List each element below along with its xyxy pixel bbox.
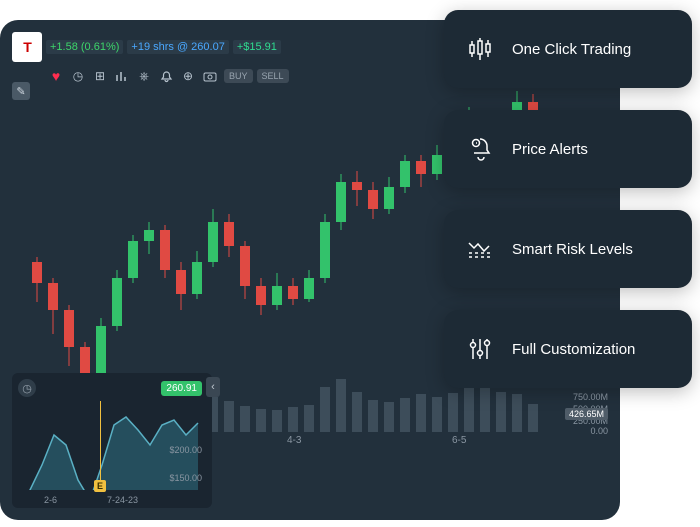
volume-axis-label: 0.00 <box>590 426 608 436</box>
candles-icon <box>466 35 494 63</box>
event-marker-icon[interactable]: E <box>94 480 106 492</box>
volume-bar <box>224 401 234 432</box>
mini-chart[interactable]: ◷ ‹ 260.91 $200.00$150.00 2-67-24-23 E <box>12 373 212 508</box>
collapse-icon[interactable]: ‹ <box>206 377 220 397</box>
volume-bar <box>432 397 442 432</box>
volume-bar <box>528 404 538 432</box>
mini-y-label: $150.00 <box>169 473 202 483</box>
volume-bar <box>512 394 522 432</box>
mini-price-tag: 260.91 <box>161 381 202 396</box>
volume-bar <box>288 407 298 432</box>
x-tick-label: 4-3 <box>287 435 301 446</box>
volume-bar <box>256 409 266 432</box>
mini-y-label: $200.00 <box>169 445 202 455</box>
volume-bar <box>304 405 314 432</box>
volume-bar <box>336 379 346 432</box>
sliders-icon <box>466 335 494 363</box>
feature-card-bell[interactable]: Price Alerts <box>444 110 692 188</box>
event-line <box>100 401 101 480</box>
feature-card-levels[interactable]: Smart Risk Levels <box>444 210 692 288</box>
feature-card-candles[interactable]: One Click Trading <box>444 10 692 88</box>
feature-label: Smart Risk Levels <box>512 241 633 258</box>
stock-logo[interactable]: T <box>12 32 42 62</box>
mini-x-label: 7-24-23 <box>107 495 138 505</box>
volume-bar <box>240 406 250 432</box>
volume-axis-label: 750.00M <box>573 392 608 402</box>
volume-current-tag: 426.65M <box>565 408 608 420</box>
bell-icon <box>466 135 494 163</box>
x-tick-label: 6-5 <box>452 435 466 446</box>
volume-bar <box>320 387 330 432</box>
feature-card-sliders[interactable]: Full Customization <box>444 310 692 388</box>
volume-bar <box>496 392 506 432</box>
position-info: +19 shrs @ 260.07 <box>127 40 228 54</box>
volume-bar <box>448 393 458 432</box>
volume-bar <box>384 402 394 432</box>
feature-label: Price Alerts <box>512 141 588 158</box>
volume-bar <box>464 388 474 432</box>
pl-info: +$15.91 <box>233 40 281 54</box>
volume-bar <box>368 400 378 432</box>
volume-bar <box>272 410 282 432</box>
volume-bar <box>480 385 490 432</box>
feature-label: One Click Trading <box>512 41 631 58</box>
mini-x-label: 2-6 <box>44 495 57 505</box>
feature-label: Full Customization <box>512 341 635 358</box>
volume-bar <box>400 398 410 432</box>
volume-bar <box>352 392 362 432</box>
price-change: +1.58 (0.61%) <box>46 40 123 54</box>
volume-bar <box>416 394 426 432</box>
levels-icon <box>466 235 494 263</box>
